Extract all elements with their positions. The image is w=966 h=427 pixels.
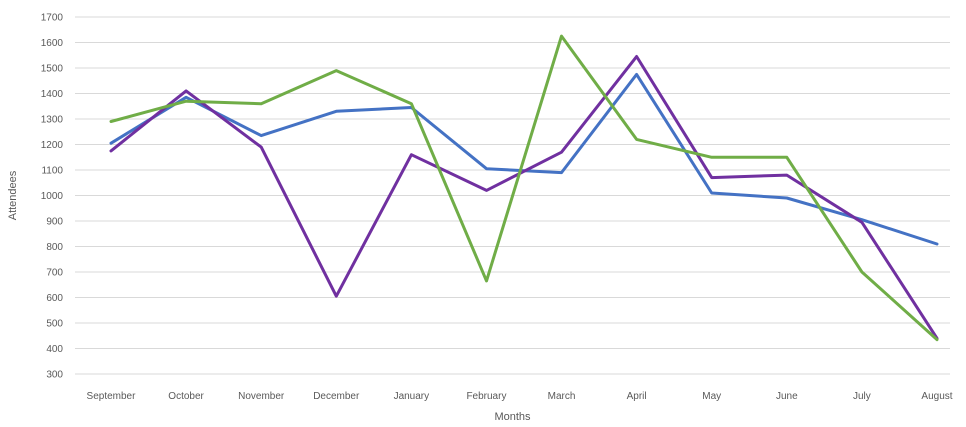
- x-tick-label: January: [394, 391, 430, 402]
- series-lines: [109, 34, 939, 342]
- x-tick-label: March: [548, 391, 576, 402]
- y-tick-label: 1100: [41, 166, 63, 177]
- x-axis-ticks: September October November December January F…: [87, 391, 953, 402]
- y-tick-label: 1600: [41, 38, 64, 49]
- y-tick-label: 1500: [41, 64, 64, 75]
- gridlines: [75, 16, 950, 375]
- y-tick-label: 700: [46, 268, 63, 279]
- y-tick-label: 300: [46, 370, 63, 381]
- y-tick-label: 1200: [41, 140, 64, 151]
- y-tick-label: 900: [46, 217, 63, 228]
- series-line-3: [109, 34, 939, 342]
- x-tick-label: May: [702, 391, 721, 402]
- y-tick-label: 400: [46, 344, 63, 355]
- y-tick-label: 1400: [41, 89, 64, 100]
- x-tick-label: February: [466, 391, 506, 402]
- y-tick-label: 1700: [41, 13, 64, 24]
- y-tick-label: 600: [46, 293, 63, 304]
- x-tick-label: April: [627, 391, 647, 402]
- x-tick-label: August: [921, 391, 952, 402]
- series-line-2: [109, 55, 939, 340]
- x-axis-title: Months: [494, 411, 531, 423]
- x-tick-label: December: [313, 391, 360, 402]
- x-tick-label: June: [776, 391, 798, 402]
- y-tick-label: 500: [46, 319, 63, 330]
- y-tick-label: 1300: [41, 115, 64, 126]
- x-tick-label: July: [853, 391, 871, 402]
- y-tick-label: 1000: [41, 191, 64, 202]
- y-axis-title: Attendees: [7, 170, 19, 220]
- y-tick-label: 800: [46, 242, 63, 253]
- x-tick-label: November: [238, 391, 285, 402]
- x-tick-label: September: [87, 391, 137, 402]
- x-tick-label: October: [168, 391, 204, 402]
- y-axis-ticks: 300 400 500 600 700 800 900 1000 1100 1200 1300 140…: [41, 13, 64, 381]
